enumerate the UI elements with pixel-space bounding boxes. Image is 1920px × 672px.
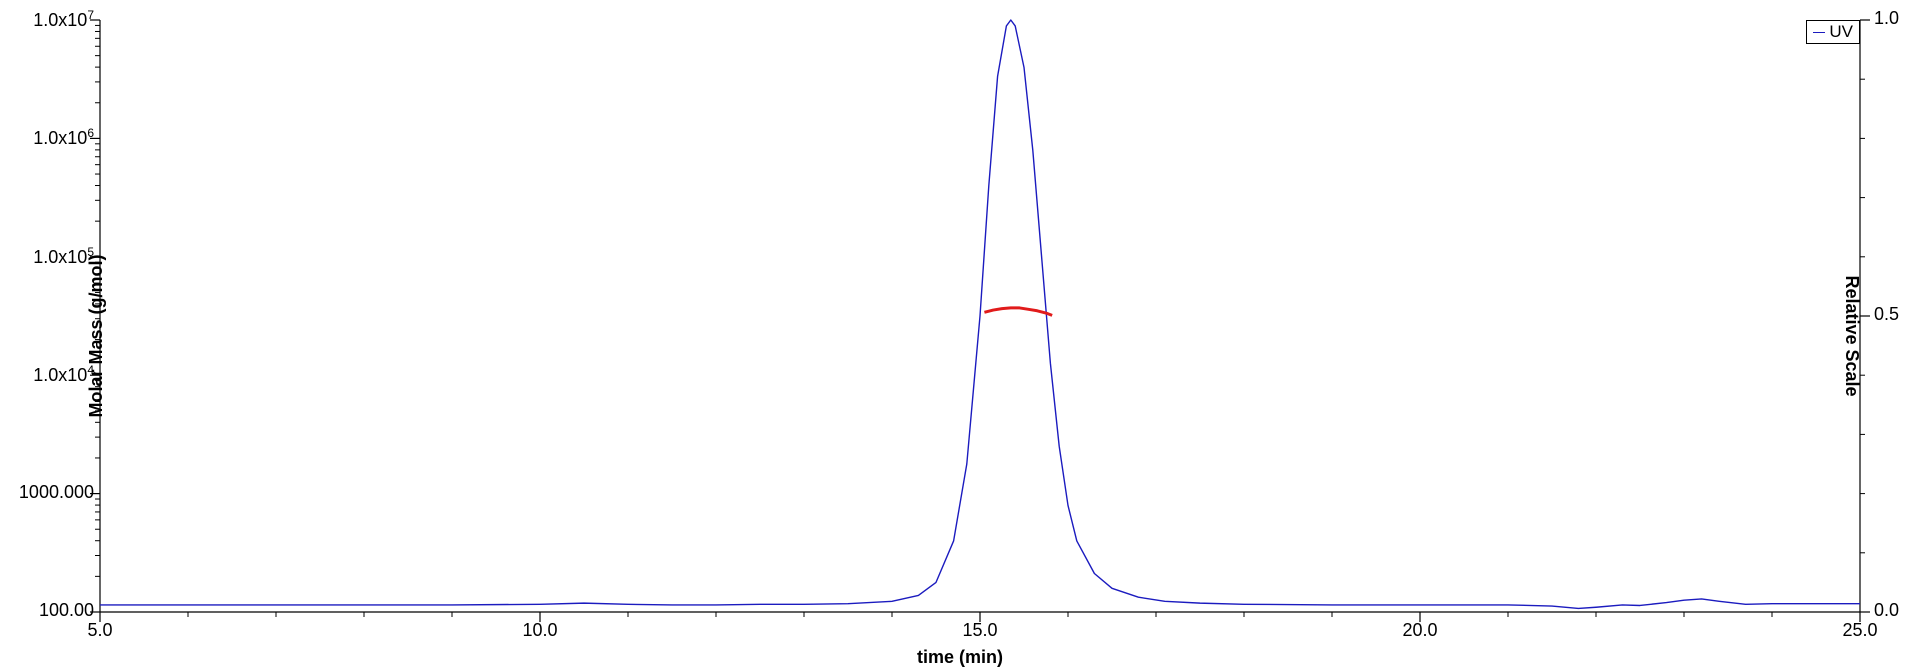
x-tick-label: 25.0	[1842, 620, 1877, 641]
legend: UV	[1806, 20, 1860, 44]
x-tick-label: 5.0	[87, 620, 112, 641]
x-tick-label: 20.0	[1402, 620, 1437, 641]
x-tick-label: 10.0	[522, 620, 557, 641]
legend-line-uv	[1813, 32, 1825, 33]
y2-tick-label: 1.0	[1874, 8, 1899, 29]
chromatogram-chart: Molar Mass (g/mol) Relative Scale time (…	[0, 0, 1920, 672]
y1-tick-label: 1.0x104	[4, 363, 94, 386]
y1-tick-label: 100.00	[4, 600, 94, 621]
x-axis-label: time (min)	[917, 647, 1003, 668]
y1-tick-label: 1000.000	[4, 482, 94, 503]
y2-tick-label: 0.0	[1874, 600, 1899, 621]
plot-area	[0, 0, 1920, 672]
y2-tick-label: 0.5	[1874, 304, 1899, 325]
y1-tick-label: 1.0x106	[4, 126, 94, 149]
x-tick-label: 15.0	[962, 620, 997, 641]
y1-tick-label: 1.0x105	[4, 245, 94, 268]
y2-axis-label: Relative Scale	[1841, 275, 1862, 396]
legend-label-uv: UV	[1829, 22, 1853, 42]
y1-tick-label: 1.0x107	[4, 8, 94, 31]
y1-axis-label: Molar Mass (g/mol)	[86, 254, 107, 417]
